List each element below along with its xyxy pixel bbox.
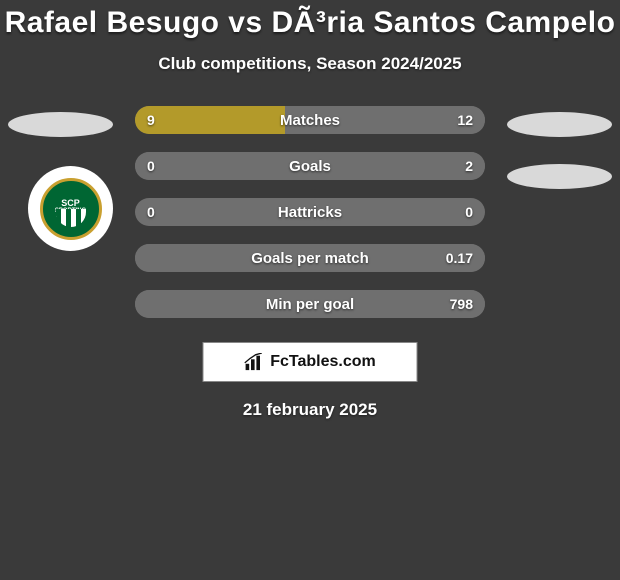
stat-right-fill — [135, 290, 485, 318]
date-label: 21 february 2025 — [0, 400, 620, 420]
stat-right-fill — [135, 244, 485, 272]
player-shadow-right-1 — [507, 112, 612, 137]
stat-right-fill — [135, 152, 485, 180]
stat-left-value: 0 — [147, 198, 155, 226]
stat-row: 02Goals — [135, 152, 485, 180]
stat-row: 0 0Hattricks — [135, 198, 485, 226]
badge-text-top: SCP — [61, 199, 80, 208]
stat-row: 0.17Goals per match — [135, 244, 485, 272]
page-subtitle: Club competitions, Season 2024/2025 — [0, 54, 620, 74]
stat-row: 912Matches — [135, 106, 485, 134]
club-badge-inner: SCP SPORTING PORTUGAL — [40, 178, 102, 240]
stat-right-fill — [285, 106, 485, 134]
stat-row: 798Min per goal — [135, 290, 485, 318]
page-title: Rafael Besugo vs DÃ³ria Santos Campelo — [0, 0, 620, 40]
stat-label: Hattricks — [135, 198, 485, 226]
brand-footer[interactable]: FcTables.com — [203, 342, 418, 382]
bar-chart-icon — [244, 353, 266, 371]
stat-bars: 912Matches 02Goals 0 0Hattricks 0.17Goals pe… — [135, 106, 485, 336]
stat-right-value: 0 — [465, 198, 473, 226]
badge-stripes-icon — [56, 209, 86, 227]
club-badge: SCP SPORTING PORTUGAL — [28, 166, 113, 251]
stat-left-fill — [135, 106, 285, 134]
player-shadow-left — [8, 112, 113, 137]
player-shadow-right-2 — [507, 164, 612, 189]
brand-text: FcTables.com — [270, 353, 376, 371]
